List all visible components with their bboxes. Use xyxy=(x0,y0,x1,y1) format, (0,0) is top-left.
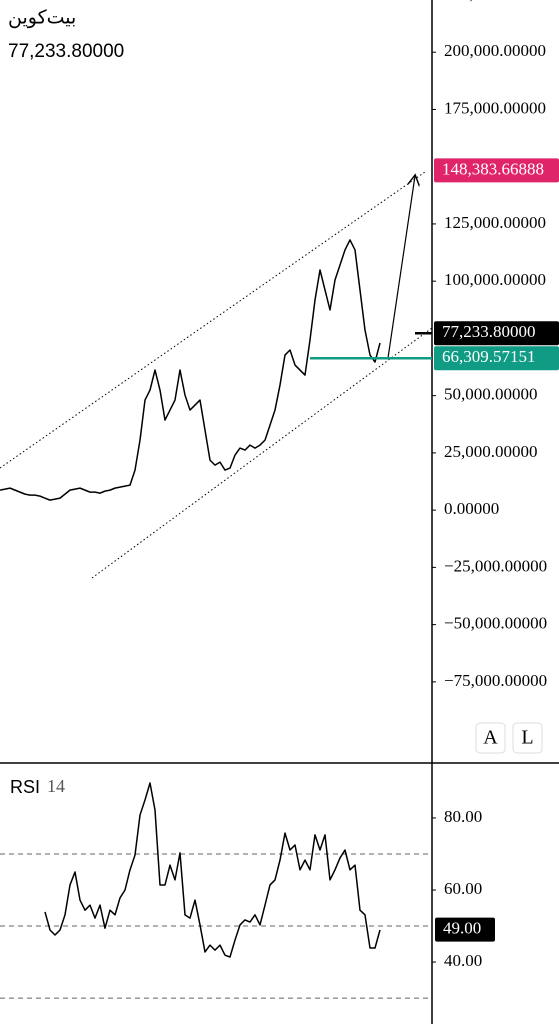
price-line xyxy=(0,239,381,501)
price-tag-label: 66,309.57151 xyxy=(442,347,536,366)
y-tick-label: 0.00000 xyxy=(444,499,499,518)
price-tag xyxy=(434,158,559,183)
price-tag-label: 148,383.66888 xyxy=(442,159,544,178)
button-l[interactable]: L xyxy=(512,722,543,754)
y-tick-label: 200,000.00000 xyxy=(444,41,546,60)
price-tag xyxy=(435,917,495,942)
y-tick-label: 40.00 xyxy=(444,951,482,970)
button-frame[interactable] xyxy=(512,722,543,754)
y-tick-label: 125,000.00000 xyxy=(444,213,546,232)
price-tag-label: 77,233.80000 xyxy=(442,322,536,341)
channel-lower xyxy=(91,327,433,579)
y-tick-label: −75,000.00000 xyxy=(444,671,547,690)
indicator-name: RSI xyxy=(10,777,40,797)
y-tick-label: 50,000.00000 xyxy=(444,385,538,404)
y-tick-label: 25,000.00000 xyxy=(444,442,538,461)
projection-arrow xyxy=(387,176,415,359)
y-tick-label: 225,000.00000 xyxy=(444,0,546,3)
y-tick-label: −25,000.00000 xyxy=(444,556,547,575)
price-line xyxy=(44,782,381,958)
y-tick-label: 60.00 xyxy=(444,879,482,898)
price-tag-label: 49.00 xyxy=(443,919,481,938)
price-tag xyxy=(434,321,559,346)
y-tick-label: 80.00 xyxy=(444,807,482,826)
button-label[interactable]: L xyxy=(521,727,533,749)
y-tick-label: 100,000.00000 xyxy=(444,270,546,289)
y-tick-label: −50,000.00000 xyxy=(444,614,547,633)
channel-upper xyxy=(0,171,426,469)
button-label[interactable]: A xyxy=(483,727,498,749)
indicator-period: 14 xyxy=(47,776,65,796)
last-price: 77,233.80000 xyxy=(8,41,124,62)
price-tag xyxy=(434,346,559,371)
button-frame[interactable] xyxy=(475,722,506,754)
button-a[interactable]: A xyxy=(475,722,506,754)
chart-title: بيت‌كوين xyxy=(8,7,76,29)
y-tick-label: 175,000.00000 xyxy=(444,98,546,117)
